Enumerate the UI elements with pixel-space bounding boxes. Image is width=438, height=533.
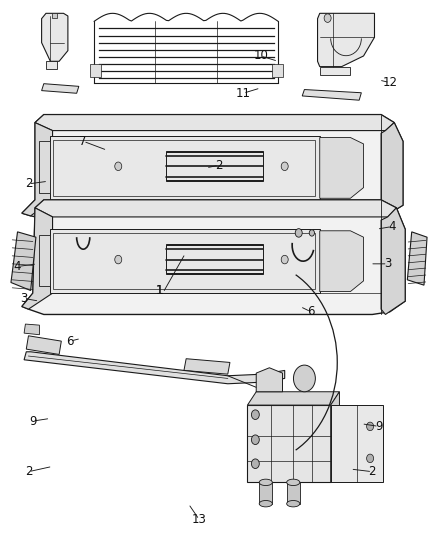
- Text: 1: 1: [156, 284, 164, 297]
- Polygon shape: [22, 123, 53, 216]
- Polygon shape: [22, 208, 53, 309]
- Polygon shape: [247, 392, 339, 405]
- Ellipse shape: [286, 500, 300, 507]
- Text: 2: 2: [368, 465, 376, 478]
- Polygon shape: [318, 13, 374, 67]
- Polygon shape: [39, 235, 50, 286]
- Text: 4: 4: [388, 220, 396, 233]
- Polygon shape: [46, 61, 57, 69]
- Text: 9: 9: [29, 415, 37, 427]
- Text: 2: 2: [215, 159, 223, 172]
- Polygon shape: [320, 138, 364, 198]
- Ellipse shape: [286, 479, 300, 486]
- Ellipse shape: [259, 479, 272, 486]
- Polygon shape: [346, 261, 394, 273]
- Polygon shape: [18, 243, 35, 259]
- Circle shape: [367, 422, 374, 431]
- Polygon shape: [24, 352, 285, 384]
- Text: 10: 10: [253, 50, 268, 62]
- Text: 2: 2: [25, 177, 32, 190]
- Circle shape: [115, 162, 122, 171]
- Text: 3: 3: [21, 292, 28, 305]
- Circle shape: [367, 454, 374, 463]
- Text: 9: 9: [375, 420, 383, 433]
- Polygon shape: [35, 115, 394, 131]
- Polygon shape: [42, 84, 79, 93]
- Circle shape: [281, 255, 288, 264]
- Circle shape: [309, 230, 314, 236]
- Polygon shape: [320, 67, 350, 75]
- Polygon shape: [302, 90, 361, 100]
- Text: 6: 6: [66, 335, 74, 348]
- Polygon shape: [381, 123, 403, 216]
- Circle shape: [251, 410, 259, 419]
- Polygon shape: [35, 200, 396, 217]
- Polygon shape: [381, 208, 405, 314]
- Text: 3: 3: [384, 257, 391, 270]
- Circle shape: [295, 229, 302, 237]
- Polygon shape: [407, 232, 427, 285]
- Polygon shape: [11, 232, 36, 290]
- Polygon shape: [331, 405, 383, 482]
- Polygon shape: [22, 115, 403, 219]
- Polygon shape: [272, 64, 283, 77]
- Circle shape: [251, 435, 259, 445]
- Polygon shape: [39, 141, 50, 193]
- Polygon shape: [50, 229, 320, 293]
- Text: 4: 4: [14, 260, 21, 273]
- Polygon shape: [320, 231, 364, 292]
- Polygon shape: [247, 405, 331, 482]
- Polygon shape: [52, 13, 57, 18]
- Circle shape: [293, 365, 315, 392]
- Text: 1: 1: [156, 284, 164, 297]
- Polygon shape: [24, 324, 39, 335]
- Circle shape: [115, 255, 122, 264]
- Polygon shape: [184, 359, 230, 374]
- Polygon shape: [256, 368, 283, 392]
- Circle shape: [281, 162, 288, 171]
- Text: 7: 7: [79, 135, 87, 148]
- Ellipse shape: [259, 500, 272, 507]
- Polygon shape: [90, 64, 101, 77]
- Polygon shape: [26, 336, 61, 354]
- Circle shape: [324, 14, 331, 22]
- Polygon shape: [259, 482, 272, 504]
- Text: 6: 6: [307, 305, 315, 318]
- Text: 2: 2: [25, 465, 32, 478]
- Polygon shape: [331, 392, 339, 482]
- Polygon shape: [286, 482, 300, 504]
- Text: 12: 12: [382, 76, 397, 89]
- Circle shape: [251, 459, 259, 469]
- Text: 13: 13: [192, 513, 207, 526]
- Text: 11: 11: [236, 87, 251, 100]
- Polygon shape: [50, 136, 320, 200]
- Polygon shape: [22, 200, 405, 314]
- Polygon shape: [42, 13, 68, 61]
